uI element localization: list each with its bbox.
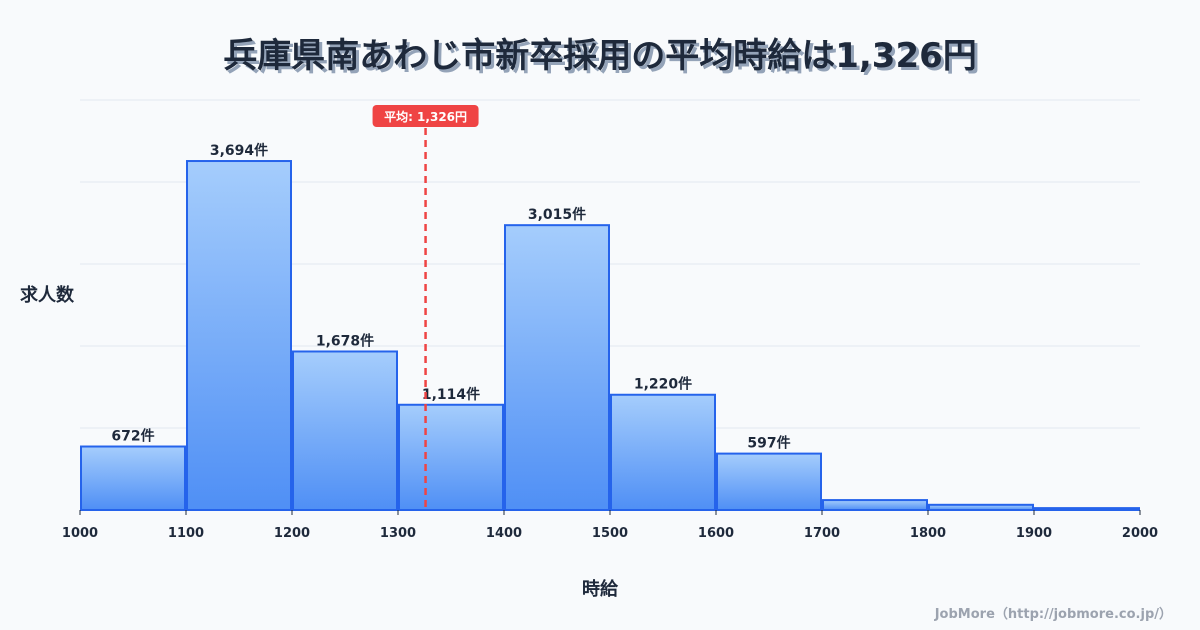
x-tick-label: 1600 (698, 526, 734, 541)
x-tick-label: 1900 (1016, 526, 1052, 541)
average-badge (372, 105, 479, 127)
histogram-bar (822, 499, 928, 512)
x-tick-label: 2000 (1122, 526, 1158, 541)
histogram-bar (186, 160, 292, 511)
credit-text: JobMore（http://jobmore.co.jp/） (934, 607, 1172, 622)
x-tick-label: 1500 (592, 526, 628, 541)
histogram-bar (292, 350, 398, 511)
histogram-bar (610, 393, 716, 512)
bar-value-label: 597件 (747, 435, 790, 452)
x-axis: 1000 1100 1200 1300 1400 1500 1600 1700 1800 1900… (62, 509, 1158, 541)
x-tick-label: 1700 (804, 526, 840, 541)
x-axis-label: 時給 (582, 579, 618, 600)
y-axis-label: 求人数 (20, 285, 74, 306)
average-badge-label: 平均: 1,326円 (384, 109, 467, 124)
bar-value-label: 1,678件 (316, 332, 374, 349)
average-marker: 平均: 1,326円 (372, 105, 479, 510)
chart-title: 兵庫県南あわじ市新卒採用の平均時給は1,326円 (223, 36, 977, 76)
x-tick-label: 1800 (910, 526, 946, 541)
x-tick-label: 1100 (168, 526, 204, 541)
bar-value-label: 1,220件 (634, 376, 692, 393)
histogram-bar (398, 403, 504, 512)
histogram-bar (504, 224, 610, 511)
x-tick-label: 1200 (274, 526, 310, 541)
bar-value-label: 3,694件 (210, 142, 268, 159)
histogram-bar (716, 452, 822, 511)
bar-value-label: 1,114件 (422, 386, 480, 403)
bars: 672件 3,694件 1,678件 1,114件 3,015件 1,220件 597件 (80, 142, 1140, 512)
x-tick-label: 1400 (486, 526, 522, 541)
histogram-bar (928, 503, 1034, 511)
x-tick-label: 1000 (62, 526, 98, 541)
bar-value-label: 672件 (111, 428, 154, 445)
histogram-bar (80, 445, 186, 512)
bar-value-label: 3,015件 (528, 206, 586, 223)
x-tick-label: 1300 (380, 526, 416, 541)
